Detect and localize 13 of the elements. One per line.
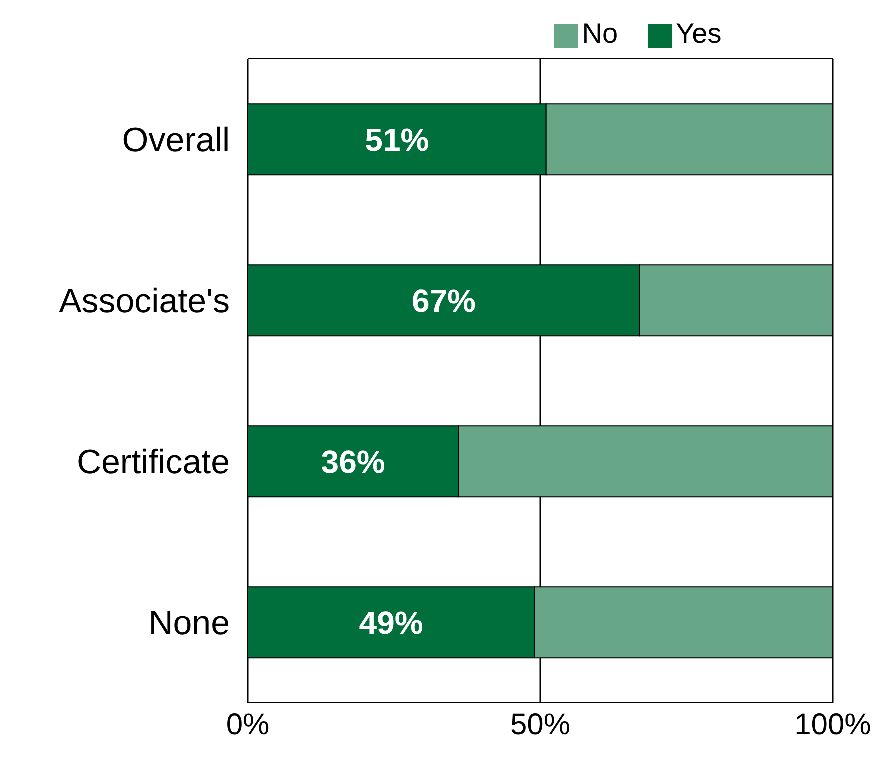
data-label: 67% <box>412 282 476 319</box>
y-tick-label: Associate's <box>59 282 230 321</box>
data-label: 49% <box>359 604 424 641</box>
legend-label: Yes <box>676 18 722 49</box>
y-tick-label: Certificate <box>76 444 230 482</box>
x-tick-label: 0% <box>226 708 270 742</box>
y-tick-label: None <box>148 604 230 643</box>
x-tick-label: 50% <box>510 708 571 742</box>
legend-label: No <box>582 18 618 49</box>
x-tick-label: 100% <box>794 708 872 742</box>
data-label: 51% <box>365 122 430 158</box>
data-label: 36% <box>321 444 386 480</box>
y-tick-label: Overall <box>122 122 230 160</box>
